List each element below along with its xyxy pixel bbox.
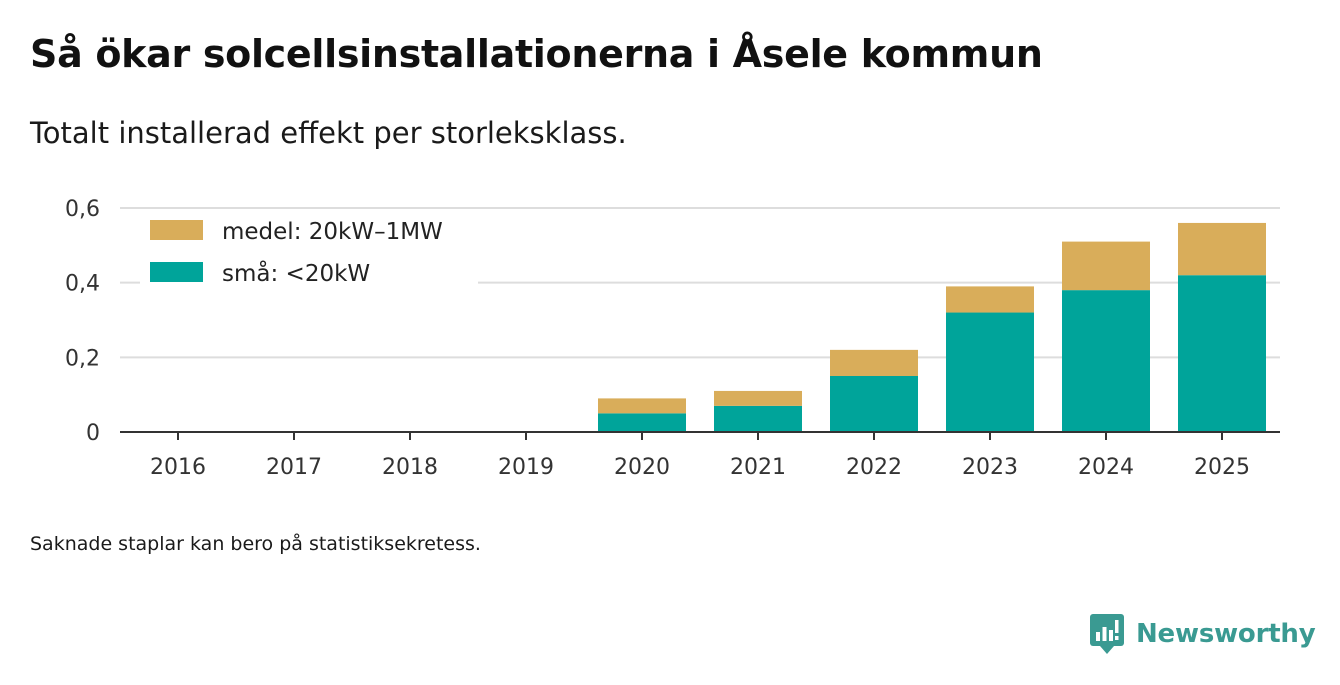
y-tick-label: 0 <box>86 421 100 446</box>
bar-segment <box>830 376 918 432</box>
x-tick-label: 2025 <box>1194 455 1250 480</box>
y-tick-label: 0,4 <box>65 272 100 297</box>
bar-segment <box>1062 290 1150 432</box>
chart-title: Så ökar solcellsinstallationerna i Åsele… <box>30 32 1043 76</box>
x-tick-label: 2020 <box>614 455 670 480</box>
bar-segment <box>830 349 918 376</box>
legend-swatch <box>150 220 203 240</box>
legend-label: små: <20kW <box>222 259 370 287</box>
bar-segment <box>598 413 686 432</box>
x-tick-label: 2018 <box>382 455 438 480</box>
stacked-bar-chart: 0 0,2 0,4 0,6 2016 2017 2018 2019 2020 2021 2022 20… <box>65 197 1280 480</box>
bar-segment <box>1178 275 1266 432</box>
axes: 0 0,2 0,4 0,6 2016 2017 2018 2019 2020 2021 2022 20… <box>65 197 1280 480</box>
x-tick-label: 2021 <box>730 455 786 480</box>
y-tick-label: 0,2 <box>65 346 100 371</box>
chart-subtitle: Totalt installerad effekt per storlekskl… <box>30 116 627 150</box>
legend-swatch <box>150 262 203 282</box>
y-tick-label: 0,6 <box>65 197 100 222</box>
x-tick-label: 2023 <box>962 455 1018 480</box>
bar-segment <box>1178 222 1266 276</box>
x-tick-label: 2022 <box>846 455 902 480</box>
brand-name[interactable]: Newsworthy <box>1136 619 1316 649</box>
bar-segment <box>714 390 802 406</box>
bar-segment <box>714 405 802 432</box>
x-tick-label: 2024 <box>1078 455 1134 480</box>
bar-segment <box>1062 241 1150 291</box>
brand-logo[interactable]: Newsworthy <box>1088 612 1316 656</box>
legend-label: medel: 20kW–1MW <box>222 219 443 245</box>
newsworthy-logo-icon <box>1090 614 1124 654</box>
bars <box>598 222 1266 432</box>
legend: medel: 20kW–1MW små: <20kW <box>140 212 478 287</box>
x-tick-label: 2019 <box>498 455 554 480</box>
bar-segment <box>598 398 686 414</box>
bar-segment <box>946 286 1034 313</box>
bar-segment <box>946 312 1034 432</box>
footnote: Saknade staplar kan bero på statistiksek… <box>30 533 481 555</box>
x-tick-label: 2016 <box>150 455 206 480</box>
x-tick-label: 2017 <box>266 455 322 480</box>
